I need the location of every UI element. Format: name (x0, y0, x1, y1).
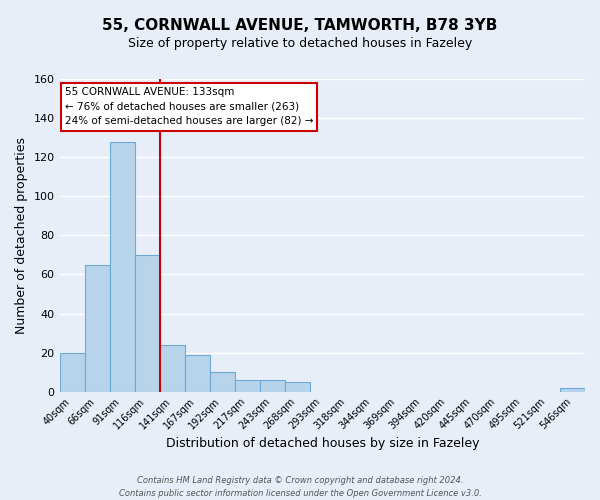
Bar (110, 142, 134, 392)
Bar (185, 354, 209, 392)
Bar (134, 255, 160, 392)
Bar (160, 345, 185, 392)
Bar (235, 380, 260, 392)
Bar (209, 372, 235, 392)
Bar (560, 388, 585, 392)
Text: Size of property relative to detached houses in Fazeley: Size of property relative to detached ho… (128, 38, 472, 51)
Y-axis label: Number of detached properties: Number of detached properties (15, 137, 28, 334)
Text: 55 CORNWALL AVENUE: 133sqm
← 76% of detached houses are smaller (263)
24% of sem: 55 CORNWALL AVENUE: 133sqm ← 76% of deta… (65, 87, 313, 126)
Bar (85, 264, 110, 392)
Bar (285, 382, 310, 392)
Text: Contains HM Land Registry data © Crown copyright and database right 2024.
Contai: Contains HM Land Registry data © Crown c… (119, 476, 481, 498)
X-axis label: Distribution of detached houses by size in Fazeley: Distribution of detached houses by size … (166, 437, 479, 450)
Text: 55, CORNWALL AVENUE, TAMWORTH, B78 3YB: 55, CORNWALL AVENUE, TAMWORTH, B78 3YB (103, 18, 497, 32)
Bar (59, 352, 85, 392)
Bar (260, 380, 285, 392)
